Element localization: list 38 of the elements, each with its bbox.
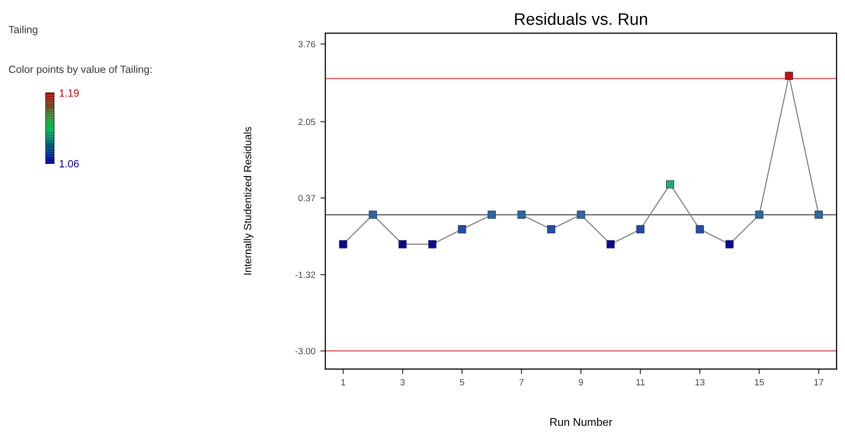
x-tick-label: 9 bbox=[578, 379, 584, 386]
point bbox=[339, 240, 348, 248]
y-axis-title: Internally Studentized Residuals bbox=[244, 127, 254, 275]
point bbox=[606, 240, 615, 248]
point bbox=[398, 240, 407, 248]
point bbox=[576, 210, 586, 219]
y-tick-label: 2.05 bbox=[298, 118, 316, 126]
x-tick-label: 11 bbox=[636, 379, 645, 386]
x-tick-label: 1 bbox=[341, 379, 346, 386]
y-tick-label: 0.37 bbox=[298, 194, 316, 202]
y-tick-label: -1.32 bbox=[295, 272, 316, 278]
x-tick-label: 17 bbox=[814, 379, 824, 386]
x-tick-label: 15 bbox=[754, 379, 764, 386]
color-bar-label: 1.06 bbox=[60, 160, 79, 168]
point bbox=[636, 225, 644, 234]
point bbox=[547, 225, 556, 234]
chart-title: Residuals vs. Run bbox=[515, 12, 648, 25]
point bbox=[368, 210, 377, 219]
point bbox=[725, 240, 734, 248]
x-tick-label: 5 bbox=[460, 379, 464, 386]
color-bar-label: 1.19 bbox=[60, 89, 79, 97]
y-tick-label: 3.76 bbox=[298, 41, 316, 48]
point bbox=[755, 210, 764, 219]
point bbox=[428, 240, 436, 248]
x-tick-label: 3 bbox=[400, 379, 405, 386]
y-tick-label: -3.00 bbox=[295, 348, 316, 354]
x-axis-title: Run Number bbox=[550, 418, 612, 426]
point bbox=[666, 180, 674, 188]
x-tick-label: 7 bbox=[519, 379, 524, 386]
point bbox=[517, 210, 526, 219]
point bbox=[696, 225, 704, 234]
point bbox=[784, 72, 794, 80]
text: Tailing bbox=[8, 26, 38, 36]
point bbox=[458, 225, 466, 234]
color-bar-title: Color points by value of Tailing: bbox=[8, 65, 152, 76]
point bbox=[488, 210, 496, 219]
x-tick-label: 13 bbox=[695, 379, 704, 386]
point bbox=[814, 210, 823, 219]
